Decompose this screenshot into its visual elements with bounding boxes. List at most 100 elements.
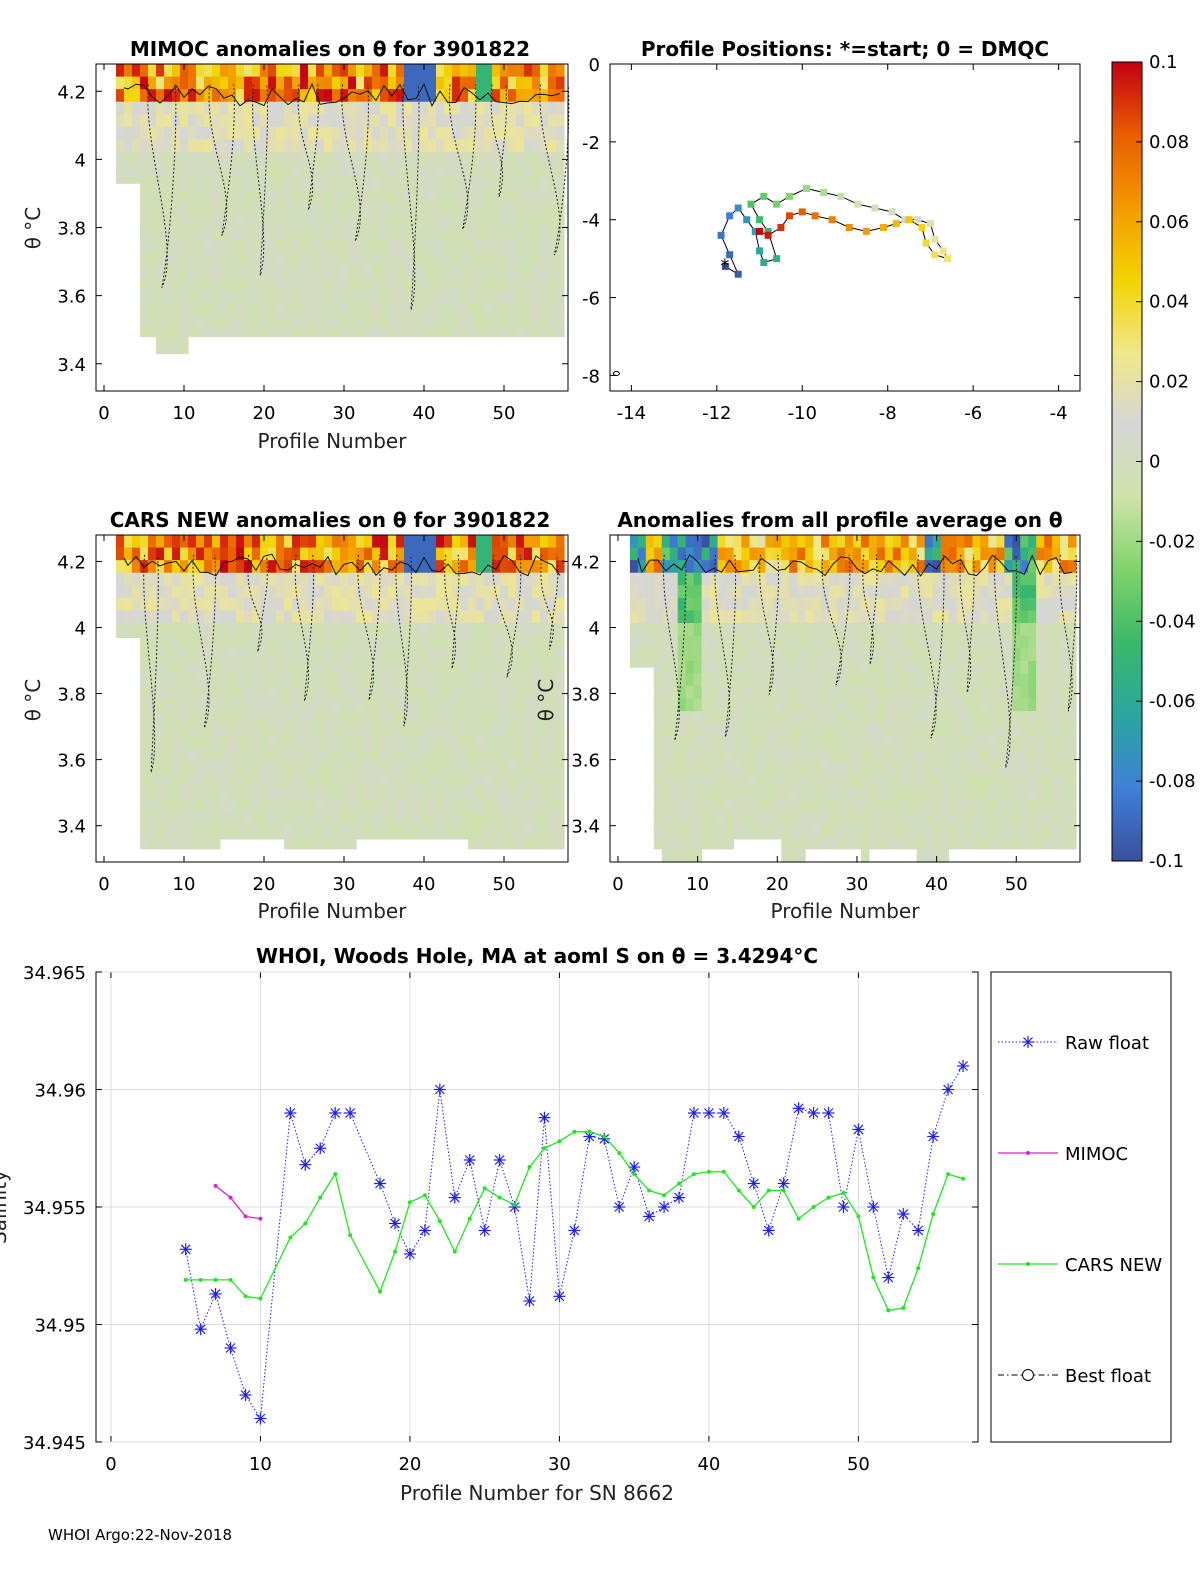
heatmap-cell [212, 227, 221, 241]
heatmap-cell [1028, 635, 1037, 649]
heatmap-cell [940, 811, 950, 825]
heatmap-cell [548, 711, 557, 725]
heatmap-cell [372, 240, 381, 254]
heatmap-cell [284, 202, 293, 216]
contour-dotted [492, 554, 522, 678]
heatmap-cell [396, 290, 405, 304]
heatmap-cell [436, 76, 445, 90]
heatmap-cell [236, 64, 245, 78]
heatmap-cell [420, 139, 429, 153]
heatmap-cell [797, 711, 806, 725]
raw-float-marker [912, 1224, 925, 1237]
heatmap-cell [140, 685, 149, 700]
heatmap-cell [372, 673, 381, 687]
heatmap-cell [972, 799, 982, 813]
heatmap-cell [260, 227, 269, 241]
x-tick-label: 50 [493, 874, 516, 895]
heatmap-cell [164, 214, 173, 229]
heatmap-cell [316, 597, 325, 612]
heatmap-cell [372, 572, 381, 586]
salinity-title: WHOI, Woods Hole, MA at aoml S on θ = 3.… [256, 944, 818, 968]
heatmap-cell [228, 164, 237, 178]
heatmap-cell [508, 773, 517, 788]
heatmap-cell [316, 748, 325, 762]
raw-float-marker-stroke [554, 1291, 565, 1302]
heatmap-cell [340, 152, 349, 166]
heatmap-cell [284, 811, 293, 825]
heatmap-cell [805, 773, 814, 788]
heatmap-cell [845, 660, 854, 674]
heatmap-cell [356, 811, 365, 825]
heatmap-cell [436, 673, 445, 687]
heatmap-cell [444, 64, 453, 78]
heatmap-cell [196, 547, 205, 561]
heatmap-cell [821, 623, 830, 637]
heatmap-cell [180, 290, 189, 304]
heatmap-cell [180, 164, 189, 178]
heatmap-cell [484, 698, 493, 712]
heatmap-cell [484, 202, 493, 216]
heatmap-cell [956, 736, 966, 750]
heatmap-cell [340, 315, 349, 329]
heatmap-cell [356, 114, 365, 128]
heatmap-cell [356, 328, 365, 338]
heatmap-cell [789, 799, 798, 813]
heatmap-cell [532, 114, 541, 128]
heatmap-cell [404, 535, 413, 549]
y-tick-label: -2 [582, 133, 600, 154]
heatmap-cell [228, 290, 237, 304]
heatmap-cell [548, 277, 557, 291]
heatmap-cell [172, 290, 181, 304]
heatmap-cell [733, 660, 743, 674]
heatmap-cell [685, 585, 695, 599]
heatmap-cell [1052, 572, 1061, 586]
heatmap-cell [661, 685, 671, 700]
heatmap-cell [837, 736, 846, 750]
heatmap-cell [292, 240, 301, 254]
heatmap-cell [916, 711, 926, 725]
heatmap-cell [380, 748, 389, 762]
heatmap-cell [212, 202, 221, 216]
heatmap-cell [908, 648, 918, 662]
heatmap-cell [460, 572, 469, 586]
heatmap-cell [132, 572, 141, 586]
heatmap-cell [332, 585, 341, 599]
raw-float-marker-stroke [584, 1131, 595, 1142]
heatmap-cell [540, 252, 549, 266]
heatmap-cell [532, 139, 541, 153]
heatmap-cell [508, 240, 517, 254]
cars-new-marker [796, 1216, 801, 1221]
heatmap-cell [956, 610, 966, 624]
x-tick-label: 50 [493, 403, 516, 424]
heatmap-cell [677, 610, 687, 624]
heatmap-cell [148, 535, 157, 549]
heatmap-cell [876, 635, 886, 649]
heatmap-cell [773, 635, 782, 649]
heatmap-cell [924, 572, 934, 586]
heatmap-cell [132, 623, 141, 637]
heatmap-cell [220, 252, 229, 266]
heatmap-cell [932, 811, 942, 825]
cars-new-marker [886, 1308, 891, 1313]
cars-axes-box [95, 534, 569, 863]
profile-position-marker [777, 224, 785, 231]
heatmap-cell [492, 648, 501, 662]
heatmap-cell [428, 265, 437, 279]
heatmap-cell [837, 535, 846, 549]
heatmap-cell [172, 64, 181, 78]
heatmap-cell [372, 824, 381, 838]
heatmap-cell [556, 89, 565, 103]
heatmap-cell [316, 836, 325, 850]
heatmap-cell [236, 572, 245, 586]
raw-float-marker-stroke [419, 1225, 430, 1236]
heatmap-cell [380, 660, 389, 674]
heatmap-cell [500, 240, 509, 254]
heatmap-cell [940, 635, 950, 649]
heatmap-cell [884, 635, 894, 649]
heatmap-cell [821, 799, 830, 813]
heatmap-cell [116, 114, 125, 128]
heatmap-cell [460, 164, 469, 178]
heatmap-cell [653, 723, 663, 737]
heatmap-cell [837, 773, 846, 788]
heatmap-cell [805, 585, 814, 599]
